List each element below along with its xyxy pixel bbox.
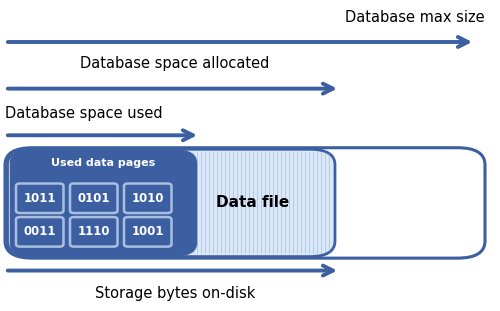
Text: 1011: 1011 bbox=[24, 192, 56, 205]
Text: Database space allocated: Database space allocated bbox=[80, 56, 270, 71]
FancyBboxPatch shape bbox=[8, 149, 335, 257]
Text: 1110: 1110 bbox=[78, 225, 110, 238]
Text: Data file: Data file bbox=[216, 195, 289, 210]
FancyBboxPatch shape bbox=[16, 183, 64, 213]
Text: 1010: 1010 bbox=[132, 192, 164, 205]
Text: 0101: 0101 bbox=[78, 192, 110, 205]
Text: Used data pages: Used data pages bbox=[52, 158, 156, 168]
FancyBboxPatch shape bbox=[16, 217, 64, 247]
FancyBboxPatch shape bbox=[124, 217, 172, 247]
FancyBboxPatch shape bbox=[124, 183, 172, 213]
FancyBboxPatch shape bbox=[70, 183, 117, 213]
FancyBboxPatch shape bbox=[5, 148, 485, 258]
Text: Storage bytes on-disk: Storage bytes on-disk bbox=[95, 286, 255, 301]
Text: Database space used: Database space used bbox=[5, 106, 162, 121]
Text: Database max size: Database max size bbox=[346, 10, 485, 25]
FancyBboxPatch shape bbox=[70, 217, 117, 247]
FancyBboxPatch shape bbox=[11, 151, 196, 255]
Text: 0011: 0011 bbox=[24, 225, 56, 238]
Text: 1001: 1001 bbox=[132, 225, 164, 238]
